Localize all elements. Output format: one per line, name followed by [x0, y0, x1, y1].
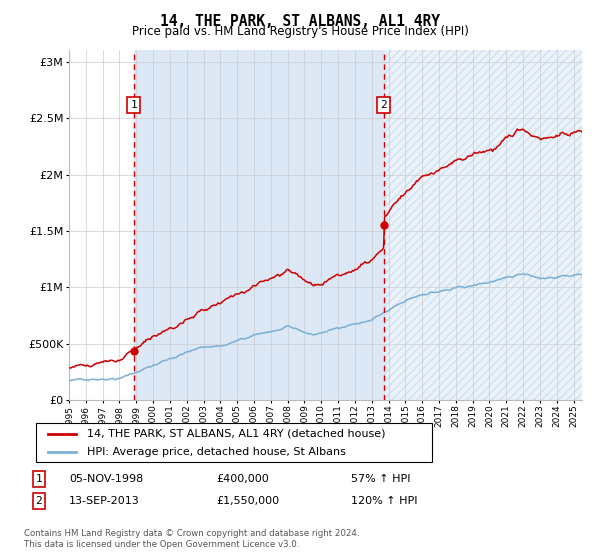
Text: HPI: Average price, detached house, St Albans: HPI: Average price, detached house, St A… [88, 447, 346, 457]
Text: 2: 2 [35, 496, 43, 506]
Text: 57% ↑ HPI: 57% ↑ HPI [351, 474, 410, 484]
Text: 13-SEP-2013: 13-SEP-2013 [69, 496, 140, 506]
Bar [383, 50, 582, 400]
Text: Price paid vs. HM Land Registry's House Price Index (HPI): Price paid vs. HM Land Registry's House … [131, 25, 469, 38]
Bar [383, 50, 582, 400]
Text: £400,000: £400,000 [216, 474, 269, 484]
Text: Contains HM Land Registry data © Crown copyright and database right 2024.
This d: Contains HM Land Registry data © Crown c… [24, 529, 359, 549]
Bar [134, 50, 383, 400]
Text: £1,550,000: £1,550,000 [216, 496, 279, 506]
Text: 120% ↑ HPI: 120% ↑ HPI [351, 496, 418, 506]
Text: 14, THE PARK, ST ALBANS, AL1 4RY: 14, THE PARK, ST ALBANS, AL1 4RY [160, 14, 440, 29]
Text: 2: 2 [380, 100, 387, 110]
Text: 14, THE PARK, ST ALBANS, AL1 4RY (detached house): 14, THE PARK, ST ALBANS, AL1 4RY (detach… [88, 429, 386, 439]
Text: 1: 1 [130, 100, 137, 110]
Text: 1: 1 [35, 474, 43, 484]
Text: 05-NOV-1998: 05-NOV-1998 [69, 474, 143, 484]
FancyBboxPatch shape [36, 423, 432, 462]
